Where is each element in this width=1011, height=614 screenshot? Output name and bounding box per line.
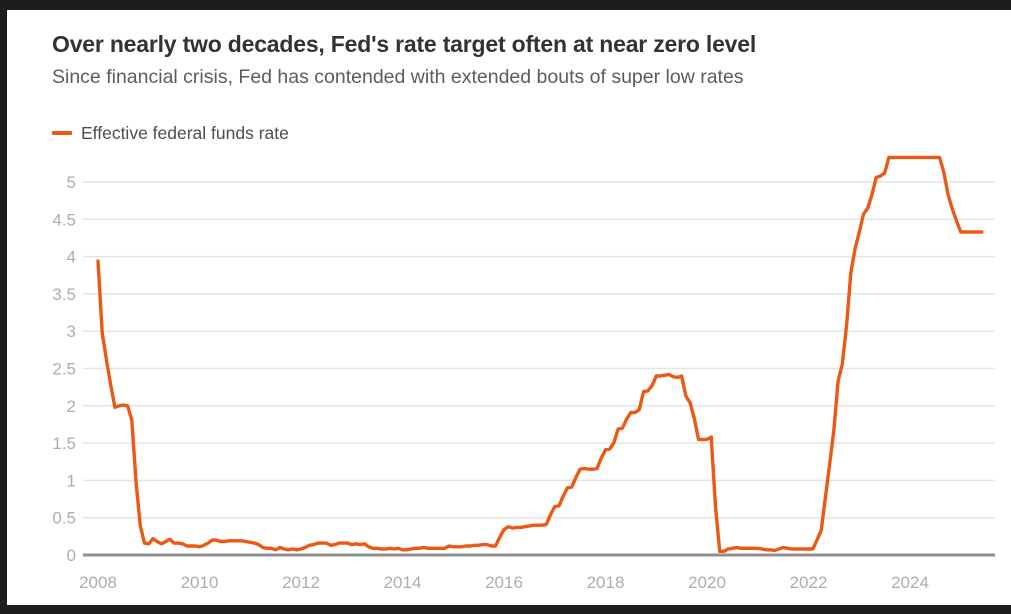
y-tick-label: 1.5 xyxy=(52,434,76,453)
y-tick-label: 3.5 xyxy=(52,285,76,304)
y-tick-label: 2.5 xyxy=(52,360,76,379)
legend-swatch xyxy=(52,131,72,135)
y-tick-label: 4 xyxy=(67,248,76,267)
y-tick-label: 4.5 xyxy=(52,210,76,229)
y-tick-label: 2 xyxy=(67,397,76,416)
legend: Effective federal funds rate xyxy=(52,123,289,143)
x-tick-label: 2012 xyxy=(282,573,320,592)
x-tick-label: 2024 xyxy=(891,573,929,592)
x-tick-label: 2008 xyxy=(79,573,117,592)
y-tick-label: 5 xyxy=(67,173,76,192)
x-tick-label: 2014 xyxy=(384,573,422,592)
chart-subtitle: Since financial crisis, Fed has contende… xyxy=(52,66,744,88)
rate-chart: 0 0.5 1 1.5 2 2.5 3 3.5 4 4.5 5 2008 2010 2012 2014 201… xyxy=(52,155,995,592)
effr-line xyxy=(96,155,984,553)
x-tick-label: 2010 xyxy=(181,573,219,592)
x-tick-label: 2022 xyxy=(790,573,828,592)
chart-title: Over nearly two decades, Fed's rate targ… xyxy=(52,31,757,57)
legend-label: Effective federal funds rate xyxy=(81,122,289,143)
y-tick-label: 0.5 xyxy=(52,509,76,528)
x-tick-label: 2016 xyxy=(485,573,523,592)
chart-card: Over nearly two decades, Fed's rate targ… xyxy=(7,10,1011,605)
y-tick-label: 0 xyxy=(67,546,76,565)
y-tick-label: 3 xyxy=(67,322,76,341)
y-tick-label: 1 xyxy=(67,471,76,490)
x-tick-label: 2020 xyxy=(688,573,726,592)
x-tick-label: 2018 xyxy=(587,573,625,592)
